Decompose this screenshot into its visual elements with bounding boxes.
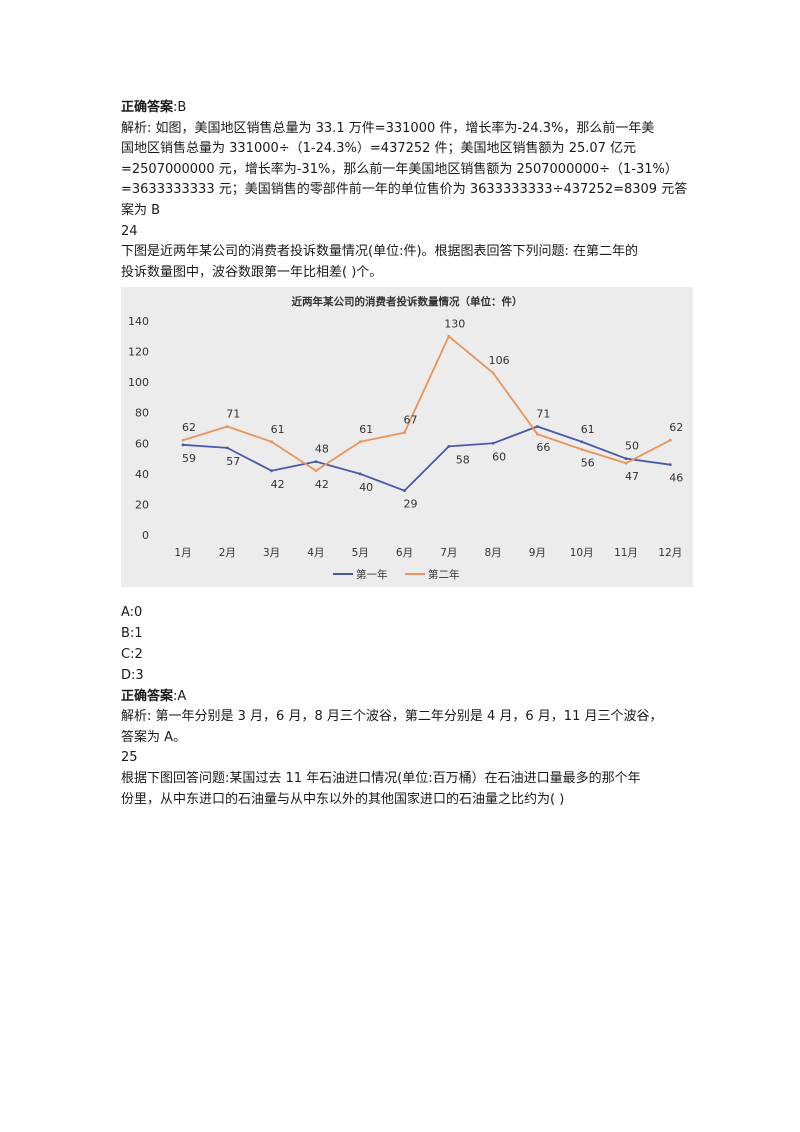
data-label: 130 (444, 318, 465, 331)
y-tick-label: 0 (142, 529, 149, 542)
q23-answer: 正确答案:B (121, 98, 681, 119)
q24-explanation-line: 答案为 A。 (121, 729, 187, 745)
complaints-line-chart: 近两年某公司的消费者投诉数量情况（单位：件） 0 20 40 60 80 100 120 14… (128, 295, 683, 581)
q23-explanation-line: 国地区销售总量为 331000÷（1-24.3%）=437252 件；美国地区销… (121, 141, 637, 157)
data-label: 47 (625, 471, 639, 484)
q24-explanation-line: 解析: 第一年分别是 3 月，6 月，8 月三个波谷，第二年分别是 4 月，6 … (121, 709, 663, 725)
y-tick-label: 100 (128, 376, 149, 389)
data-label: 56 (581, 457, 595, 470)
data-label: 106 (489, 354, 510, 367)
data-point (314, 460, 318, 464)
x-tick-label: 10月 (570, 547, 594, 559)
q25-number: 25 (121, 750, 138, 766)
y-tick-label: 80 (135, 407, 149, 420)
data-point (668, 463, 672, 467)
q24-answer: 正确答案:A (121, 687, 681, 708)
data-point (225, 425, 229, 429)
x-tick-label: 7月 (440, 547, 457, 559)
data-label: 66 (536, 441, 550, 454)
data-label: 58 (456, 454, 470, 467)
data-label: 62 (182, 422, 196, 435)
data-point (270, 440, 273, 444)
data-point (536, 425, 539, 429)
data-point (668, 439, 672, 442)
answer-value: :A (173, 688, 187, 704)
data-label: 46 (669, 472, 683, 485)
q25-question-line: 根据下图回答问题:某国过去 11 年石油进口情况(单位:百万桶）在石油进口量最多… (121, 770, 641, 786)
y-tick-label: 20 (135, 499, 149, 512)
data-label: 29 (404, 498, 418, 511)
data-label: 48 (315, 443, 329, 456)
data-point (358, 440, 362, 444)
data-point (580, 448, 584, 452)
x-tick-label: 5月 (352, 547, 369, 559)
data-point (358, 472, 362, 476)
option-d: D:3 (121, 667, 144, 683)
data-label: 50 (625, 440, 639, 453)
q24-question-line: 下图是近两年某公司的消费者投诉数量情况(单位:件)。根据图表回答下列问题: 在第… (121, 244, 639, 260)
q23-explanation-line: =3633333333 元；美国销售的零部件前一年的单位售价为 36333333… (121, 182, 688, 198)
data-point (536, 433, 539, 436)
x-tick-label: 9月 (529, 547, 546, 559)
data-label: 57 (226, 455, 240, 468)
x-tick-label: 3月 (263, 547, 280, 559)
q23-explanation-line: =2507000000 元，增长率为-31%，那么前一年美国地区销售额为 250… (121, 161, 678, 177)
data-label: 42 (271, 478, 285, 491)
data-point (225, 446, 229, 450)
data-point (181, 439, 185, 442)
data-label: 59 (182, 452, 196, 465)
data-label: 61 (271, 423, 285, 436)
answer-value: :B (173, 100, 187, 115)
data-point (181, 443, 185, 447)
data-point (491, 371, 495, 375)
data-label: 40 (359, 481, 373, 494)
data-point (491, 442, 495, 446)
series-line (182, 335, 671, 473)
q23-explanation-line: 案为 B (121, 202, 161, 218)
data-point (447, 335, 451, 339)
q25-question-line: 份里，从中东进口的石油量与从中东以外的其他国家进口的石油量之比约为( ) (121, 791, 565, 807)
data-point (447, 445, 451, 449)
x-tick-label: 2月 (219, 547, 236, 559)
data-label: 42 (315, 478, 329, 491)
data-label: 67 (404, 414, 418, 427)
option-a: A:0 (121, 605, 143, 621)
legend-label: 第一年 (356, 568, 388, 581)
data-point (624, 457, 628, 461)
chart-title: 近两年某公司的消费者投诉数量情况（单位：件） (292, 295, 523, 308)
x-tick-label: 11月 (614, 547, 638, 559)
x-tick-label: 1月 (174, 547, 191, 559)
data-label: 62 (669, 422, 683, 435)
q24-number: 24 (121, 223, 138, 239)
y-tick-label: 60 (135, 438, 149, 451)
data-label: 61 (581, 423, 595, 436)
x-tick-label: 4月 (307, 547, 324, 559)
x-tick-label: 6月 (396, 547, 413, 559)
x-tick-label: 8月 (485, 547, 502, 559)
data-point (270, 469, 273, 473)
y-tick-label: 140 (128, 315, 149, 328)
data-point (403, 431, 406, 435)
data-point (403, 489, 406, 493)
option-b: B:1 (121, 626, 143, 642)
data-point (580, 440, 584, 444)
data-label: 71 (536, 408, 550, 421)
y-tick-label: 120 (128, 346, 149, 359)
legend-label: 第二年 (428, 568, 460, 581)
answer-label: 正确答案 (121, 100, 174, 115)
y-tick-label: 40 (135, 468, 149, 481)
answer-label: 正确答案 (121, 688, 174, 704)
series-line (182, 425, 671, 492)
data-point (314, 469, 318, 473)
complaints-chart: 近两年某公司的消费者投诉数量情况（单位：件） 0 20 40 60 80 100 120 14… (121, 287, 693, 588)
data-point (624, 462, 628, 465)
option-c: C:2 (121, 646, 143, 662)
data-label: 61 (359, 423, 373, 436)
x-tick-label: 12月 (658, 547, 682, 559)
q24-question-line: 投诉数量图中，波谷数跟第一年比相差( )个。 (121, 264, 383, 280)
data-label: 60 (492, 451, 506, 464)
data-label: 71 (226, 408, 240, 421)
q23-explanation-line: 解析: 如图，美国地区销售总量为 33.1 万件=331000 件，增长率为-2… (121, 120, 655, 136)
